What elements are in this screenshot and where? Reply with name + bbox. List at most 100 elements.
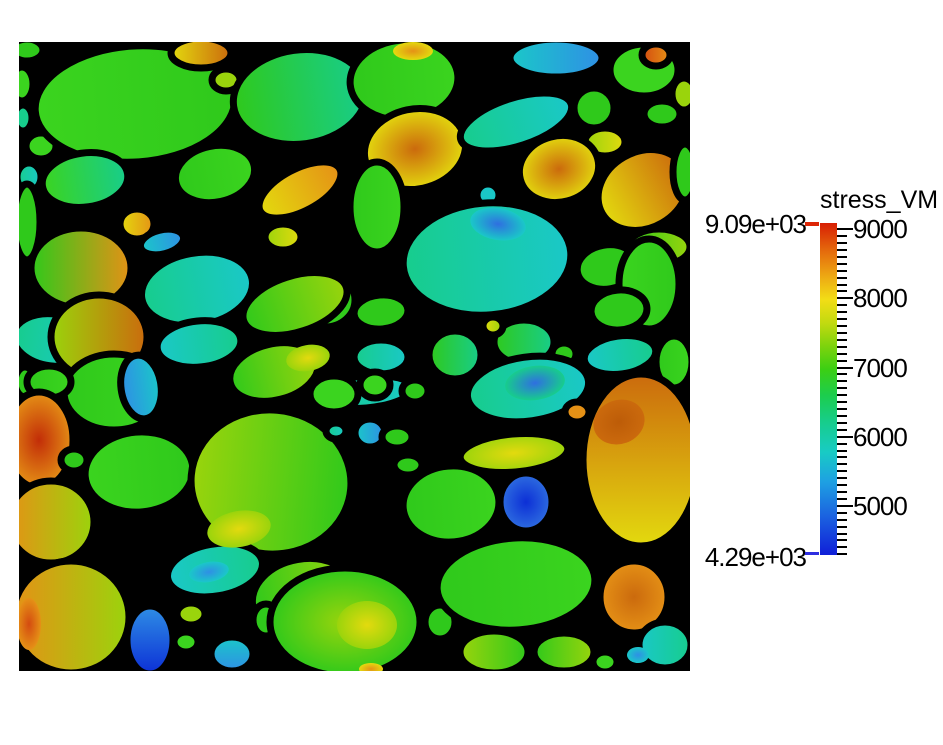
colorbar-minor-tick <box>837 470 847 473</box>
colorbar-minor-tick <box>837 442 847 445</box>
grain <box>479 313 507 339</box>
grain-accent <box>359 663 383 671</box>
colorbar-minor-tick <box>837 255 847 258</box>
grain <box>167 42 235 72</box>
colorbar-tick-label: 9000 <box>853 214 908 245</box>
colorbar-tick-label: 7000 <box>853 352 908 383</box>
colorbar-tick-label: 6000 <box>853 421 908 452</box>
colorbar-minor-tick <box>837 276 847 279</box>
grain <box>38 149 132 211</box>
grain <box>635 618 690 671</box>
grain <box>170 628 202 656</box>
colorbar-minor-tick <box>837 484 847 487</box>
grain <box>153 317 245 371</box>
colorbar-minor-tick <box>837 283 847 286</box>
grain <box>116 205 158 243</box>
colorbar-major-tick <box>837 366 853 369</box>
colorbar-tick-label: 5000 <box>853 490 908 521</box>
colorbar-tick-label: 8000 <box>853 283 908 314</box>
grain <box>570 84 618 132</box>
colorbar-max-dash <box>805 222 819 226</box>
grain <box>19 42 47 65</box>
colorbar-minor-tick <box>837 477 847 480</box>
colorbar-minor-tick <box>837 463 847 466</box>
grain-accent <box>675 289 690 307</box>
colorbar-minor-tick <box>837 262 847 265</box>
colorbar-minor-tick <box>837 456 847 459</box>
grain <box>255 158 345 222</box>
grain <box>239 269 351 339</box>
colorbar-minor-tick <box>837 532 847 535</box>
colorbar-minor-tick <box>837 269 847 272</box>
grain <box>398 376 432 406</box>
colorbar-minor-tick <box>837 401 847 404</box>
grain <box>19 101 36 135</box>
grain <box>322 419 350 443</box>
colorbar-minor-tick <box>837 373 847 376</box>
grain <box>81 428 197 516</box>
grain <box>390 451 426 479</box>
grain <box>425 327 485 383</box>
grain <box>173 599 209 629</box>
grain-accent <box>189 561 229 583</box>
grain <box>638 42 674 70</box>
grain <box>589 648 621 671</box>
grain <box>587 286 651 334</box>
colorbar-minor-tick <box>837 380 847 383</box>
colorbar-minor-tick <box>837 421 847 424</box>
grain <box>346 158 408 256</box>
grain-accent <box>470 207 526 241</box>
colorbar-minor-tick <box>837 546 847 549</box>
grain-accent <box>337 601 397 649</box>
grain <box>579 370 690 550</box>
grain <box>433 534 599 634</box>
colorbar-minor-tick <box>837 394 847 397</box>
grain <box>117 351 165 423</box>
colorbar-minor-tick <box>837 359 847 362</box>
microstructure-svg <box>19 42 690 671</box>
colorbar-minor-tick <box>837 352 847 355</box>
grain <box>350 291 412 333</box>
render-view[interactable] <box>19 42 690 671</box>
grain <box>350 336 412 378</box>
colorbar-min-label: 4.29e+03 <box>704 542 807 572</box>
colorbar-minor-tick <box>837 325 847 328</box>
colorbar-gradient[interactable] <box>820 223 837 555</box>
colorbar-minor-tick <box>837 553 847 556</box>
colorbar-min-dash <box>805 552 819 555</box>
grain <box>19 63 37 105</box>
colorbar-major-tick <box>837 504 853 507</box>
colorbar-minor-tick <box>837 318 847 321</box>
colorbar-minor-tick <box>837 242 847 245</box>
colorbar-title: stress_VM <box>820 186 939 214</box>
colorbar-minor-tick <box>837 449 847 452</box>
grain-accent <box>207 510 271 548</box>
grain <box>171 141 259 207</box>
colorbar-minor-tick <box>837 428 847 431</box>
grain-accent <box>627 647 649 663</box>
grain <box>123 602 177 671</box>
colorbar-minor-tick <box>837 408 847 411</box>
colorbar-major-tick <box>837 297 853 300</box>
grain-accent <box>286 344 330 372</box>
grain <box>456 627 532 671</box>
colorbar-minor-tick <box>837 525 847 528</box>
grain <box>306 372 362 416</box>
grain <box>399 462 503 546</box>
colorbar-minor-tick <box>837 414 847 417</box>
grain <box>19 180 44 264</box>
grain <box>378 422 416 452</box>
grain <box>561 398 593 426</box>
colorbar-minor-tick <box>837 331 847 334</box>
grain <box>261 220 305 254</box>
grain <box>640 97 684 131</box>
colorbar-minor-tick <box>837 338 847 341</box>
colorbar-major-tick <box>837 435 853 438</box>
colorbar-minor-tick <box>837 491 847 494</box>
grain <box>19 477 98 567</box>
grain-accent <box>19 598 41 650</box>
colorbar-minor-tick <box>837 311 847 314</box>
colorbar-minor-tick <box>837 518 847 521</box>
grain <box>136 225 188 259</box>
